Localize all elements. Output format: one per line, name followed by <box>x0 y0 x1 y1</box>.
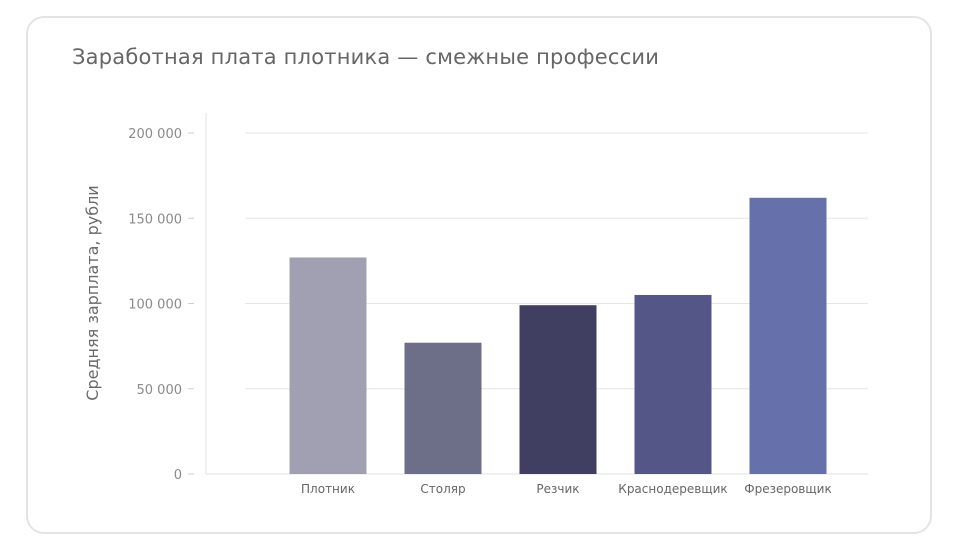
x-tick-label: Столяр <box>420 482 465 496</box>
x-tick-labels: Плотник Столяр Резчик Краснодеревщик Фрезеро… <box>301 482 832 496</box>
x-tick-label: Плотник <box>301 482 355 496</box>
x-tick-label: Резчик <box>536 482 579 496</box>
chart-title: Заработная плата плотника — смежные проф… <box>72 45 660 69</box>
y-tick-label: 0 <box>174 468 182 483</box>
bar-5 <box>749 197 827 475</box>
bars <box>289 197 827 475</box>
y-axis-title: Средняя зарплата, рубли <box>83 185 102 400</box>
bar-4 <box>634 294 712 474</box>
bar-3 <box>519 305 597 474</box>
x-tick-label: Краснодеревщик <box>618 482 727 496</box>
y-tick-label: 50 000 <box>137 383 183 398</box>
bar-1 <box>289 257 367 474</box>
y-tick-label: 200 000 <box>128 127 182 142</box>
x-tick-label: Фрезеровщик <box>744 482 831 496</box>
y-tick-label: 150 000 <box>128 212 182 227</box>
bar-2 <box>404 342 482 474</box>
y-tick-labels: 0 50 000 100 000 150 000 200 000 <box>128 127 194 483</box>
y-tick-label: 100 000 <box>128 298 182 313</box>
